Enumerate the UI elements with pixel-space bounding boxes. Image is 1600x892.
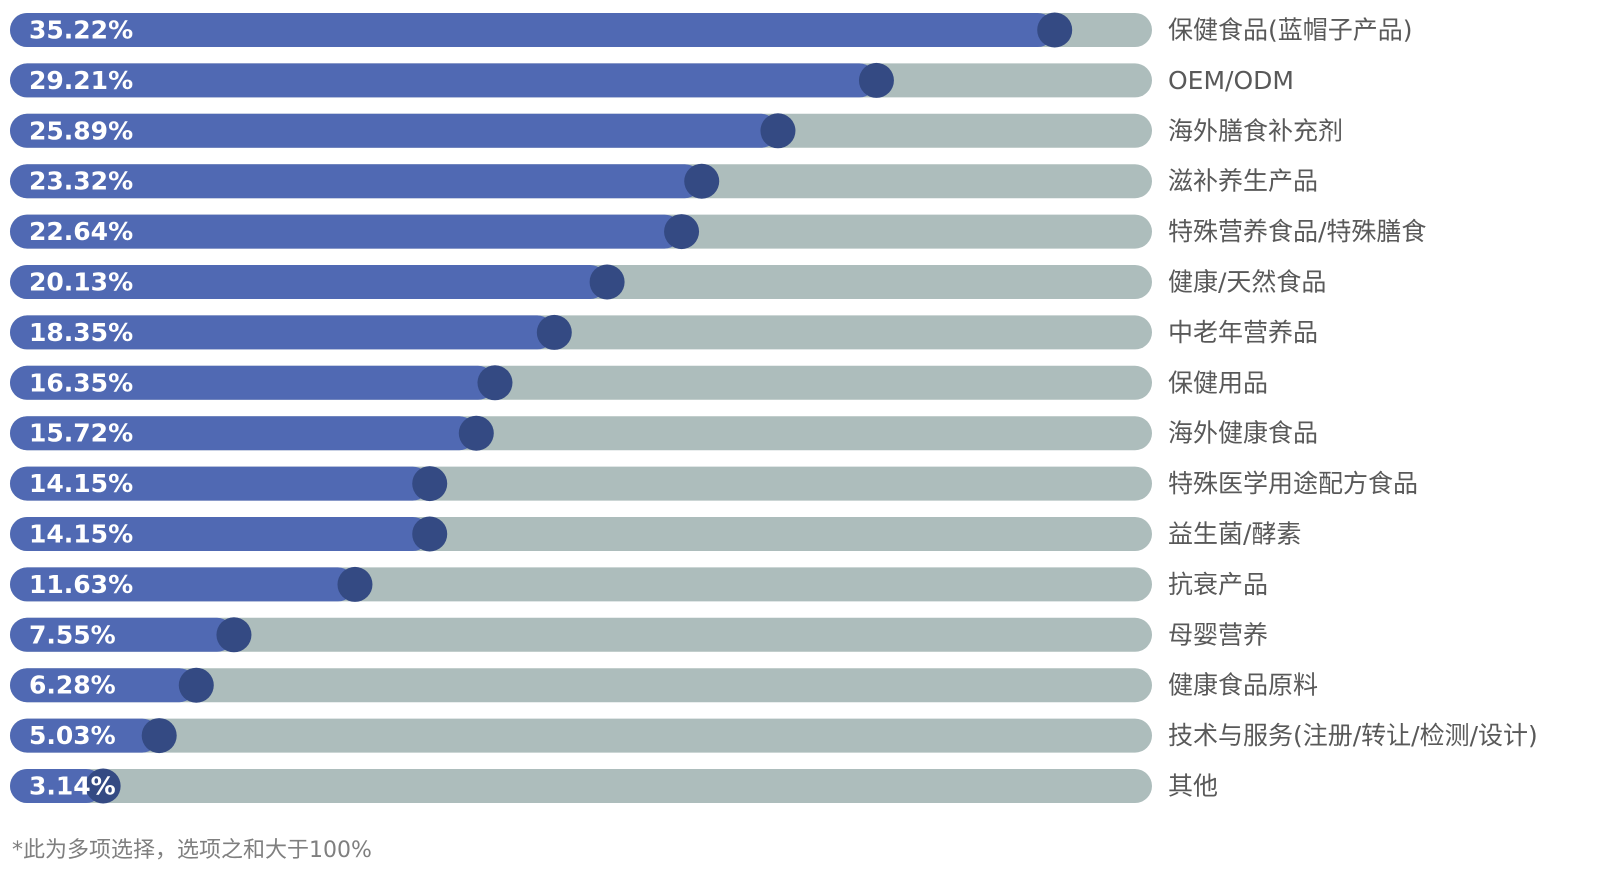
category-label: 抗衰产品 xyxy=(1168,570,1268,599)
data-label: 3.14% xyxy=(29,772,116,801)
bar-fill xyxy=(10,365,495,400)
category-label: 益生菌/酵素 xyxy=(1168,520,1301,549)
data-label: 23.32% xyxy=(29,167,133,196)
bar-fill xyxy=(10,113,778,148)
data-label: 14.15% xyxy=(29,520,133,549)
category-label: OEM/ODM xyxy=(1168,66,1294,95)
bar-track xyxy=(10,718,1152,753)
bar-fill xyxy=(10,769,104,803)
bar-row: 7.55% 母婴营养 xyxy=(10,617,1268,653)
bar-fill xyxy=(10,416,477,451)
bar-end-knob xyxy=(536,314,572,350)
category-label: 特殊医学用途配方食品 xyxy=(1168,469,1418,498)
data-label: 16.35% xyxy=(29,368,133,397)
bar-fill xyxy=(10,63,877,98)
bar-fill xyxy=(10,13,1055,47)
bar-end-knob xyxy=(684,163,720,199)
bar-row: 11.63% 抗衰产品 xyxy=(10,566,1268,602)
category-label: 中老年营养品 xyxy=(1168,318,1318,347)
bar-end-knob xyxy=(337,566,373,602)
data-label: 25.89% xyxy=(29,116,133,145)
data-label: 29.21% xyxy=(29,66,133,95)
category-label: 特殊营养食品/特殊膳食 xyxy=(1168,217,1426,246)
bar-end-knob xyxy=(477,365,513,401)
bar-end-knob xyxy=(589,264,625,300)
bar-end-knob xyxy=(760,113,796,149)
category-label: 技术与服务(注册/转让/检测/设计) xyxy=(1168,721,1538,750)
bar-fill xyxy=(10,718,160,753)
bar-row: 14.15% 益生菌/酵素 xyxy=(10,516,1301,552)
data-label: 14.15% xyxy=(29,469,133,498)
bar-row: 15.72% 海外健康食品 xyxy=(10,415,1318,451)
bar-end-knob xyxy=(85,768,121,804)
bar-end-knob xyxy=(664,214,700,250)
bar-fill xyxy=(10,466,430,501)
data-label: 35.22% xyxy=(29,16,133,45)
bar-fill xyxy=(10,567,355,602)
data-label: 7.55% xyxy=(29,620,116,649)
bar-end-knob xyxy=(178,667,214,703)
data-label: 20.13% xyxy=(29,268,133,297)
data-label: 5.03% xyxy=(29,721,116,750)
chart-footnote: *此为多项选择，选项之和大于100% xyxy=(12,838,372,863)
bar-end-knob xyxy=(412,466,448,502)
bar-track xyxy=(10,769,1152,803)
data-label: 11.63% xyxy=(29,570,133,599)
category-label: 母婴营养 xyxy=(1168,620,1268,649)
bar-row: 29.21% OEM/ODM xyxy=(10,62,1294,98)
data-label: 6.28% xyxy=(29,671,116,700)
bar-row: 18.35% 中老年营养品 xyxy=(10,314,1318,350)
bar-row: 22.64% 特殊营养食品/特殊膳食 xyxy=(10,214,1426,250)
bar-row: 23.32% 滋补养生产品 xyxy=(10,163,1318,199)
bar-fill xyxy=(10,164,702,199)
bar-fill xyxy=(10,315,555,350)
category-label: 保健食品(蓝帽子产品) xyxy=(1168,16,1413,45)
bar-row: 3.14% 其他 xyxy=(10,768,1218,804)
bar-row: 35.22% 保健食品(蓝帽子产品) xyxy=(10,12,1413,48)
category-label: 保健用品 xyxy=(1168,368,1268,397)
bar-end-knob xyxy=(858,62,894,98)
bar-fill xyxy=(10,668,197,703)
data-label: 15.72% xyxy=(29,419,133,448)
category-label: 其他 xyxy=(1168,772,1218,801)
bar-end-knob xyxy=(216,617,252,653)
bar-track xyxy=(10,617,1152,652)
bar-row: 5.03% 技术与服务(注册/转让/检测/设计) xyxy=(10,718,1538,754)
data-label: 22.64% xyxy=(29,217,133,246)
category-label: 海外健康食品 xyxy=(1168,419,1318,448)
bar-end-knob xyxy=(141,718,177,754)
bar-track xyxy=(10,668,1152,703)
bar-fill xyxy=(10,265,608,299)
bar-row: 20.13% 健康/天然食品 xyxy=(10,264,1326,300)
category-label: 滋补养生产品 xyxy=(1168,167,1318,196)
bar-end-knob xyxy=(1037,12,1073,48)
bar-end-knob xyxy=(412,516,448,552)
category-label: 健康/天然食品 xyxy=(1168,268,1326,297)
data-label: 18.35% xyxy=(29,318,133,347)
bar-fill xyxy=(10,617,234,652)
bar-row: 25.89% 海外膳食补充剂 xyxy=(10,113,1343,149)
bar-row: 6.28% 健康食品原料 xyxy=(10,667,1318,703)
bar-fill xyxy=(10,214,682,249)
bar-end-knob xyxy=(458,415,494,451)
category-label: 健康食品原料 xyxy=(1168,671,1318,700)
bar-row: 14.15% 特殊医学用途配方食品 xyxy=(10,466,1418,502)
category-label: 海外膳食补充剂 xyxy=(1168,116,1343,145)
bar-fill xyxy=(10,517,430,551)
bar-row: 16.35% 保健用品 xyxy=(10,365,1268,401)
